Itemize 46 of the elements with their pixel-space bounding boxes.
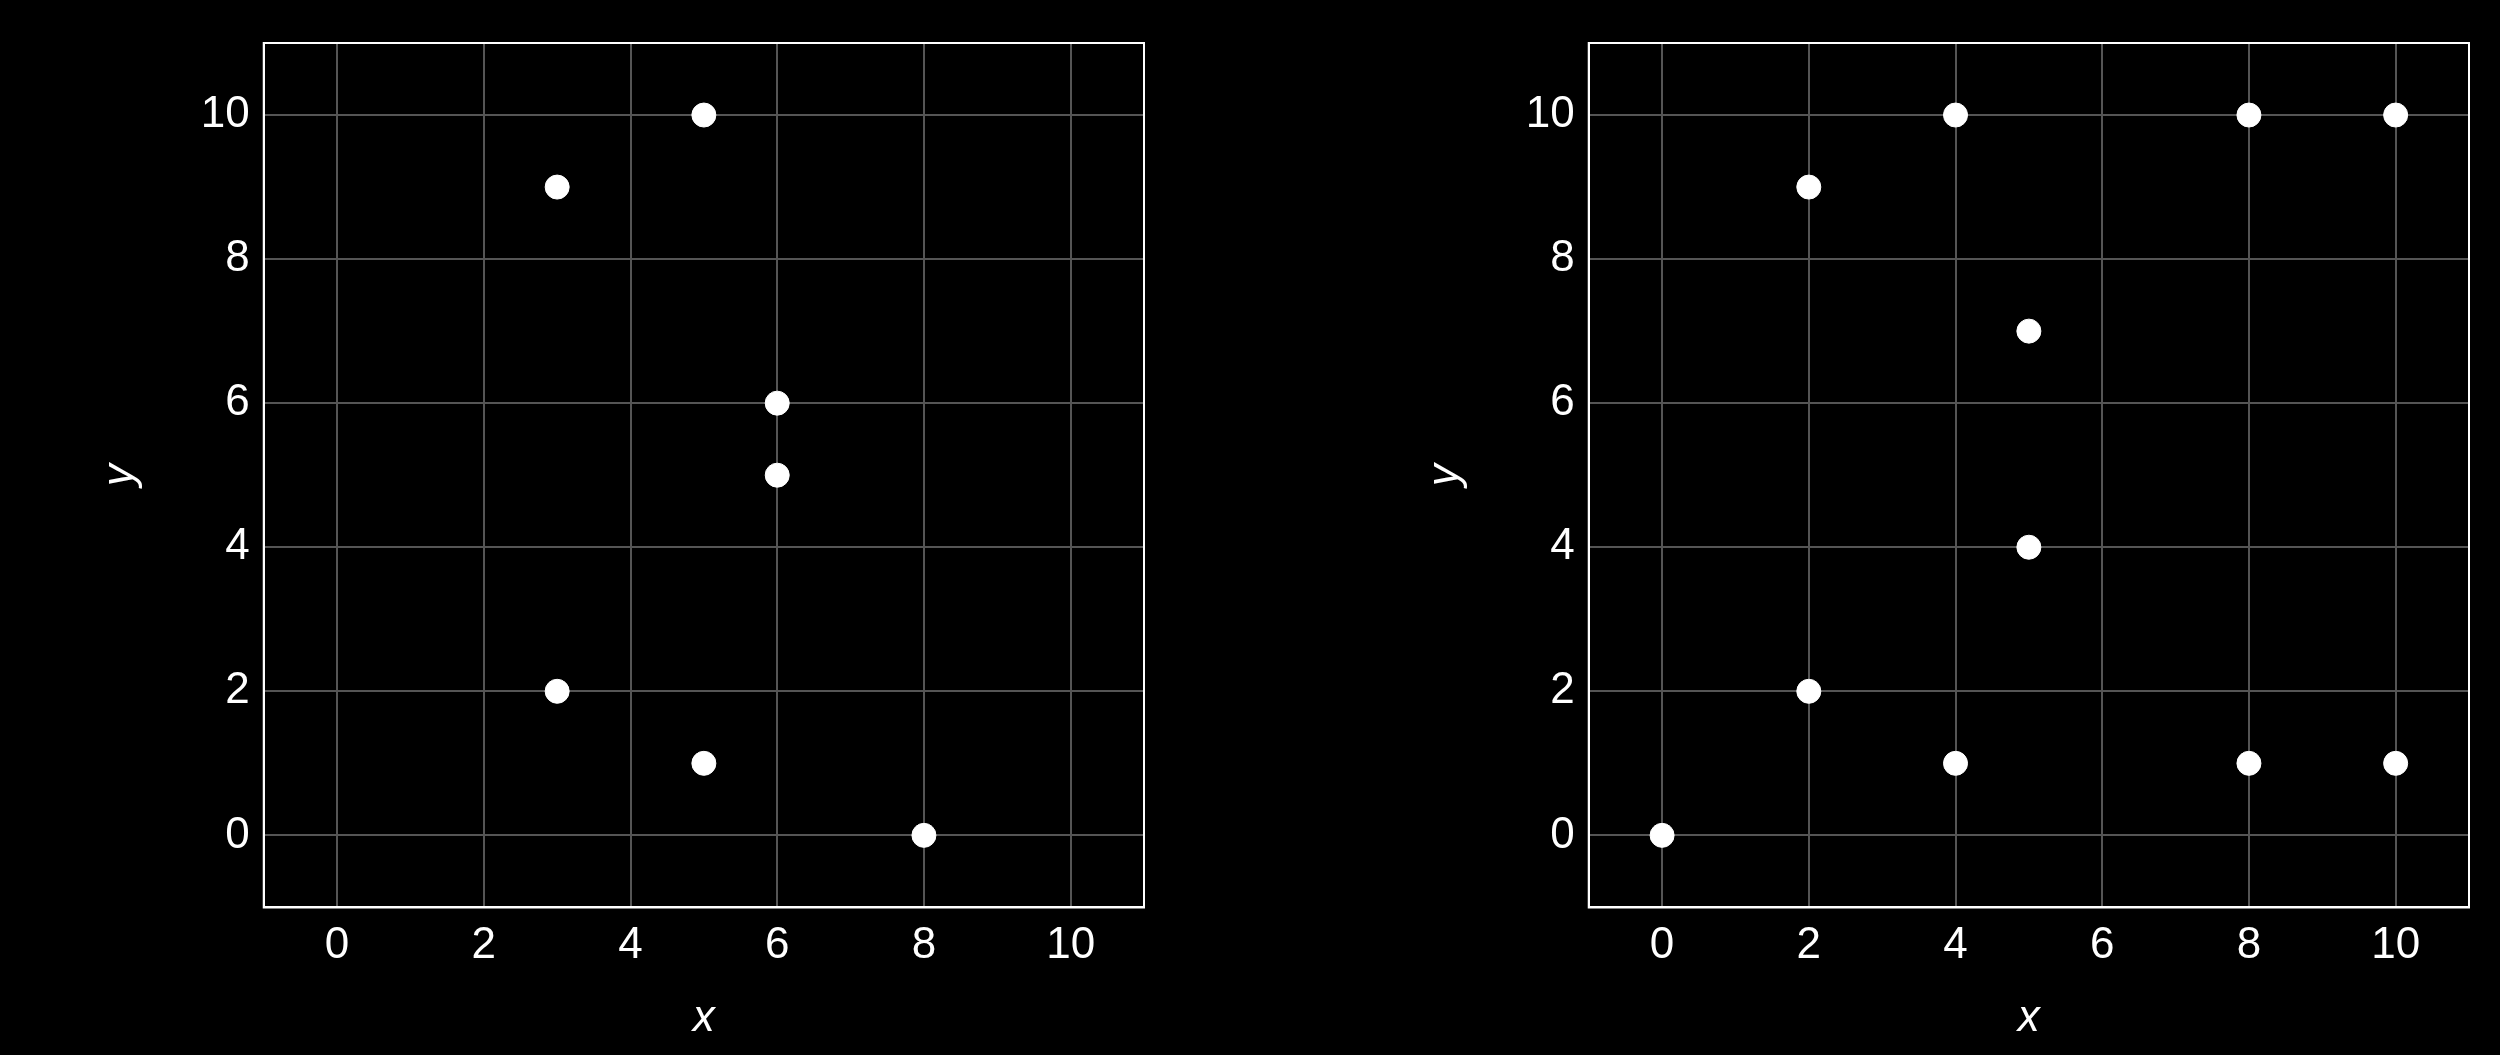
x-tick-label: 2: [471, 917, 497, 967]
x-tick-label: 6: [764, 917, 790, 967]
y-tick-label: 0: [225, 807, 250, 857]
point: [1796, 174, 1822, 200]
y-tick-label: 0: [1550, 807, 1575, 857]
point: [544, 678, 570, 704]
point: [1943, 102, 1969, 128]
y-tick-label: 10: [200, 87, 250, 137]
y-tick-label: 4: [1550, 519, 1575, 569]
x-tick-label: 2: [1796, 917, 1822, 967]
point: [2016, 318, 2042, 344]
point: [691, 102, 717, 128]
x-tick-label: 6: [2089, 917, 2115, 967]
y-tick-label: 6: [1550, 375, 1575, 425]
y-tick-label: 2: [1550, 663, 1575, 713]
point: [691, 750, 717, 776]
y-tick-label: 10: [1525, 87, 1575, 137]
point: [2016, 534, 2042, 560]
y-tick-label: 8: [1550, 231, 1575, 281]
point: [544, 174, 570, 200]
x-tick-label: 4: [618, 917, 643, 967]
x-axis-title: x: [2015, 990, 2042, 1040]
y-axis-title: y: [92, 461, 142, 490]
y-tick-label: 6: [225, 375, 250, 425]
y-tick-label: 2: [225, 663, 250, 713]
x-tick-label: 0: [324, 917, 350, 967]
point: [2236, 750, 2262, 776]
x-tick-label: 8: [911, 917, 937, 967]
y-tick-label: 8: [225, 231, 250, 281]
point: [764, 462, 790, 488]
x-tick-label: 8: [2236, 917, 2262, 967]
x-tick-label: 4: [1943, 917, 1968, 967]
x-tick-label: 10: [1046, 917, 1096, 967]
point: [2383, 750, 2409, 776]
y-axis-title: y: [1417, 461, 1467, 490]
point: [1796, 678, 1822, 704]
x-axis-title: x: [690, 990, 717, 1040]
point: [1649, 822, 1675, 848]
point: [911, 822, 937, 848]
point: [764, 390, 790, 416]
point: [1943, 750, 1969, 776]
x-tick-label: 10: [2371, 917, 2421, 967]
point: [2236, 102, 2262, 128]
y-tick-label: 4: [225, 519, 250, 569]
x-tick-label: 0: [1649, 917, 1675, 967]
point: [2383, 102, 2409, 128]
